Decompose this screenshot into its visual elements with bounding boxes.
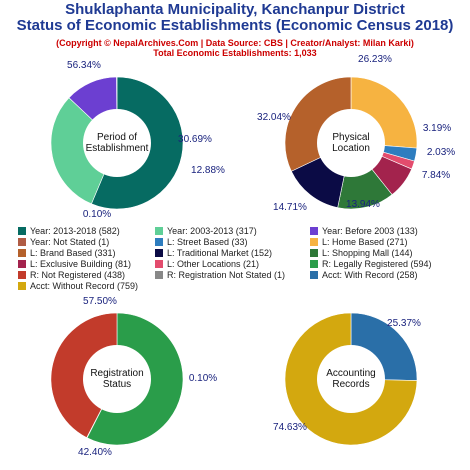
legend-label: L: Traditional Market (152) bbox=[167, 248, 273, 258]
legend-swatch bbox=[310, 249, 318, 257]
slice-percent-label: 30.69% bbox=[178, 134, 212, 145]
legend-swatch bbox=[155, 249, 163, 257]
total-line: Total Economic Establishments: 1,033 bbox=[153, 48, 317, 58]
legend-label: R: Legally Registered (594) bbox=[322, 259, 432, 269]
legend-item: Year: Not Stated (1) bbox=[18, 237, 109, 248]
donut-center bbox=[83, 345, 151, 413]
donut-center-label: Accounting bbox=[326, 368, 375, 379]
legend-item: L: Traditional Market (152) bbox=[155, 248, 272, 259]
legend-label: Year: Before 2003 (133) bbox=[322, 226, 418, 236]
legend-item: L: Other Locations (21) bbox=[155, 259, 259, 270]
legend-item: L: Street Based (33) bbox=[155, 237, 248, 248]
legend-item: L: Exclusive Building (81) bbox=[18, 259, 131, 270]
legend-label: L: Street Based (33) bbox=[167, 237, 248, 247]
legend-swatch bbox=[18, 260, 26, 268]
legend-swatch bbox=[155, 271, 163, 279]
legend-swatch bbox=[155, 238, 163, 246]
slice-percent-label: 2.03% bbox=[427, 147, 455, 158]
slice-percent-label: 14.71% bbox=[273, 202, 307, 213]
donut-center-label: Establishment bbox=[86, 143, 149, 154]
legend-label: Acct: With Record (258) bbox=[322, 270, 418, 280]
legend-swatch bbox=[310, 271, 318, 279]
slice-percent-label: 25.37% bbox=[387, 318, 421, 329]
legend-label: L: Exclusive Building (81) bbox=[30, 259, 132, 269]
donut-center-label: Registration bbox=[90, 368, 143, 379]
donut-center-label: Status bbox=[103, 379, 131, 390]
slice-percent-label: 56.34% bbox=[67, 60, 101, 71]
legend-swatch bbox=[310, 227, 318, 235]
legend-item: L: Home Based (271) bbox=[310, 237, 408, 248]
slice-percent-label: 3.19% bbox=[423, 123, 451, 134]
slice-percent-label: 7.84% bbox=[422, 170, 450, 181]
slice-percent-label: 26.23% bbox=[358, 54, 392, 65]
donut-center-label: Location bbox=[332, 143, 370, 154]
legend-item: Acct: Without Record (759) bbox=[18, 281, 138, 292]
legend-label: L: Home Based (271) bbox=[322, 237, 408, 247]
legend-item: L: Shopping Mall (144) bbox=[310, 248, 413, 259]
donut-center bbox=[83, 109, 151, 177]
legend-label: Acct: Without Record (759) bbox=[30, 281, 139, 291]
legend-item: L: Brand Based (331) bbox=[18, 248, 116, 259]
legend-label: Year: 2013-2018 (582) bbox=[30, 226, 120, 236]
legend-swatch bbox=[18, 249, 26, 257]
legend-swatch bbox=[310, 238, 318, 246]
legend-swatch bbox=[18, 271, 26, 279]
legend-swatch bbox=[310, 260, 318, 268]
legend-swatch bbox=[155, 260, 163, 268]
legend-swatch bbox=[18, 282, 26, 290]
legend-label: R: Not Registered (438) bbox=[30, 270, 126, 280]
legend-label: Year: 2003-2013 (317) bbox=[167, 226, 257, 236]
legend-label: R: Registration Not Stated (1) bbox=[167, 270, 286, 280]
legend-item: R: Not Registered (438) bbox=[18, 270, 125, 281]
legend-item: Acct: With Record (258) bbox=[310, 270, 418, 281]
slice-percent-label: 42.40% bbox=[78, 447, 112, 458]
donut-center bbox=[317, 345, 385, 413]
slice-percent-label: 74.63% bbox=[273, 422, 307, 433]
legend-item: R: Registration Not Stated (1) bbox=[155, 270, 285, 281]
chart-title-line1: Shuklaphanta Municipality, Kanchanpur Di… bbox=[65, 1, 405, 18]
donut-center bbox=[317, 109, 385, 177]
donut-center-label: Physical bbox=[332, 132, 369, 143]
legend-item: Year: 2003-2013 (317) bbox=[155, 226, 257, 237]
legend-label: L: Shopping Mall (144) bbox=[322, 248, 413, 258]
slice-percent-label: 57.50% bbox=[83, 296, 117, 307]
slice-percent-label: 0.10% bbox=[83, 209, 111, 220]
credit-line: (Copyright © NepalArchives.Com | Data So… bbox=[56, 38, 414, 48]
legend-label: Year: Not Stated (1) bbox=[30, 237, 110, 247]
donut-center-label: Records bbox=[332, 379, 369, 390]
legend-item: Year: 2013-2018 (582) bbox=[18, 226, 120, 237]
legend-swatch bbox=[18, 227, 26, 235]
slice-percent-label: 13.94% bbox=[346, 199, 380, 210]
legend-item: R: Legally Registered (594) bbox=[310, 259, 432, 270]
donut-center-label: Period of bbox=[97, 132, 137, 143]
legend-swatch bbox=[18, 238, 26, 246]
legend-item: Year: Before 2003 (133) bbox=[310, 226, 418, 237]
chart-title-line2: Status of Economic Establishments (Econo… bbox=[16, 17, 454, 34]
slice-percent-label: 32.04% bbox=[257, 112, 291, 123]
legend-label: L: Other Locations (21) bbox=[167, 259, 260, 269]
slice-percent-label: 0.10% bbox=[189, 373, 217, 384]
legend-swatch bbox=[155, 227, 163, 235]
legend-label: L: Brand Based (331) bbox=[30, 248, 116, 258]
slice-percent-label: 12.88% bbox=[191, 165, 225, 176]
